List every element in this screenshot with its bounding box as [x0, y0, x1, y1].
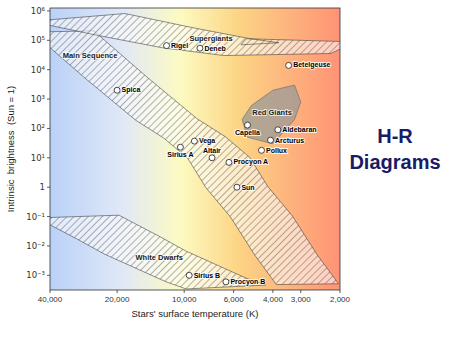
- y-tick: [47, 99, 50, 100]
- star-label: Procyon B: [230, 278, 265, 286]
- star-point: [286, 62, 292, 68]
- x-tick-label: 20,000: [105, 295, 130, 304]
- star-label: Pollux: [266, 147, 287, 154]
- region-label: Supergiants: [189, 34, 232, 43]
- y-tick: [47, 40, 50, 41]
- y-axis-label: Intrinsic brightness (Sun = 1): [5, 86, 16, 212]
- y-tick-label: 10³: [31, 94, 45, 104]
- x-tick-label: 4,000: [263, 295, 284, 304]
- y-tick: [47, 275, 50, 276]
- star-label: Deneb: [204, 45, 225, 52]
- title: H-R Diagrams: [349, 125, 440, 173]
- y-tick: [47, 245, 50, 246]
- star-point: [164, 43, 170, 49]
- star-label: Rigel: [171, 42, 188, 50]
- y-tick: [47, 157, 50, 158]
- y-tick-label: 10⁻¹: [26, 212, 45, 222]
- region-band: [50, 14, 340, 56]
- plot-area: [50, 14, 340, 289]
- star-point: [234, 184, 240, 190]
- star-point: [275, 127, 281, 133]
- y-tick-label: 10⁻²: [26, 241, 45, 251]
- x-tick-label: 10,000: [172, 295, 197, 304]
- x-tick: [50, 290, 51, 293]
- x-tick-label: 3,000: [291, 295, 312, 304]
- star-label: Aldebaran: [282, 126, 316, 133]
- y-tick-label: 10²: [31, 123, 45, 133]
- title-line: H-R: [377, 125, 413, 147]
- y-tick: [47, 187, 50, 188]
- x-tick: [117, 290, 118, 293]
- star-label: Sirius B: [194, 272, 220, 279]
- star-label: Arcturus: [275, 137, 304, 144]
- star-label: Altair: [203, 147, 221, 154]
- star-point: [223, 279, 229, 285]
- x-axis-label: Stars' surface temperature (K): [132, 308, 259, 319]
- title-line: Diagrams: [349, 151, 440, 173]
- labels: Main Sequence Supergiants Red Giants White …: [63, 34, 331, 286]
- star-point: [114, 87, 120, 93]
- star-point: [226, 159, 232, 165]
- star-label: Sun: [241, 184, 254, 191]
- region-band: [50, 215, 266, 289]
- region-label: Red Giants: [252, 108, 292, 117]
- y-tick-label: 1: [40, 182, 45, 192]
- star-point: [258, 147, 264, 153]
- y-tick-label: 10⁻³: [26, 270, 45, 280]
- star-label: Capella: [235, 129, 260, 137]
- star-point: [191, 138, 197, 144]
- star-label: Betelgeuse: [293, 61, 330, 69]
- x-tick: [184, 290, 185, 293]
- y-tick-label: 10⁴: [31, 65, 46, 75]
- plot-frame: [50, 8, 340, 290]
- y-tick: [47, 69, 50, 70]
- x-tick: [272, 290, 273, 293]
- star-point: [268, 137, 274, 143]
- star-point: [186, 272, 192, 278]
- star-point: [197, 45, 203, 51]
- x-tick-label: 2,000: [330, 295, 351, 304]
- star-point: [245, 122, 251, 128]
- y-tick: [47, 10, 50, 11]
- y-tick: [47, 128, 50, 129]
- region-label: Main Sequence: [63, 51, 118, 60]
- star-label: Sirius A: [167, 151, 193, 158]
- y-tick-label: 10⁵: [31, 35, 45, 45]
- y-tick-label: 10⁶: [31, 6, 46, 16]
- x-tick-label: 40,000: [38, 295, 63, 304]
- star-label: Spica: [122, 86, 141, 94]
- x-tick: [340, 290, 341, 293]
- x-tick-label: 6,000: [224, 295, 245, 304]
- y-tick: [47, 216, 50, 217]
- star-point: [209, 155, 215, 161]
- region-label: White Dwarfs: [136, 253, 184, 262]
- star-label: Vega: [199, 137, 215, 145]
- x-tick: [233, 290, 234, 293]
- star-point: [177, 144, 183, 150]
- star-label: Procyon A: [233, 158, 268, 166]
- y-tick-label: 10¹: [31, 153, 45, 163]
- chart: Main Sequence Supergiants Red Giants White …: [0, 0, 450, 338]
- x-tick: [300, 290, 301, 293]
